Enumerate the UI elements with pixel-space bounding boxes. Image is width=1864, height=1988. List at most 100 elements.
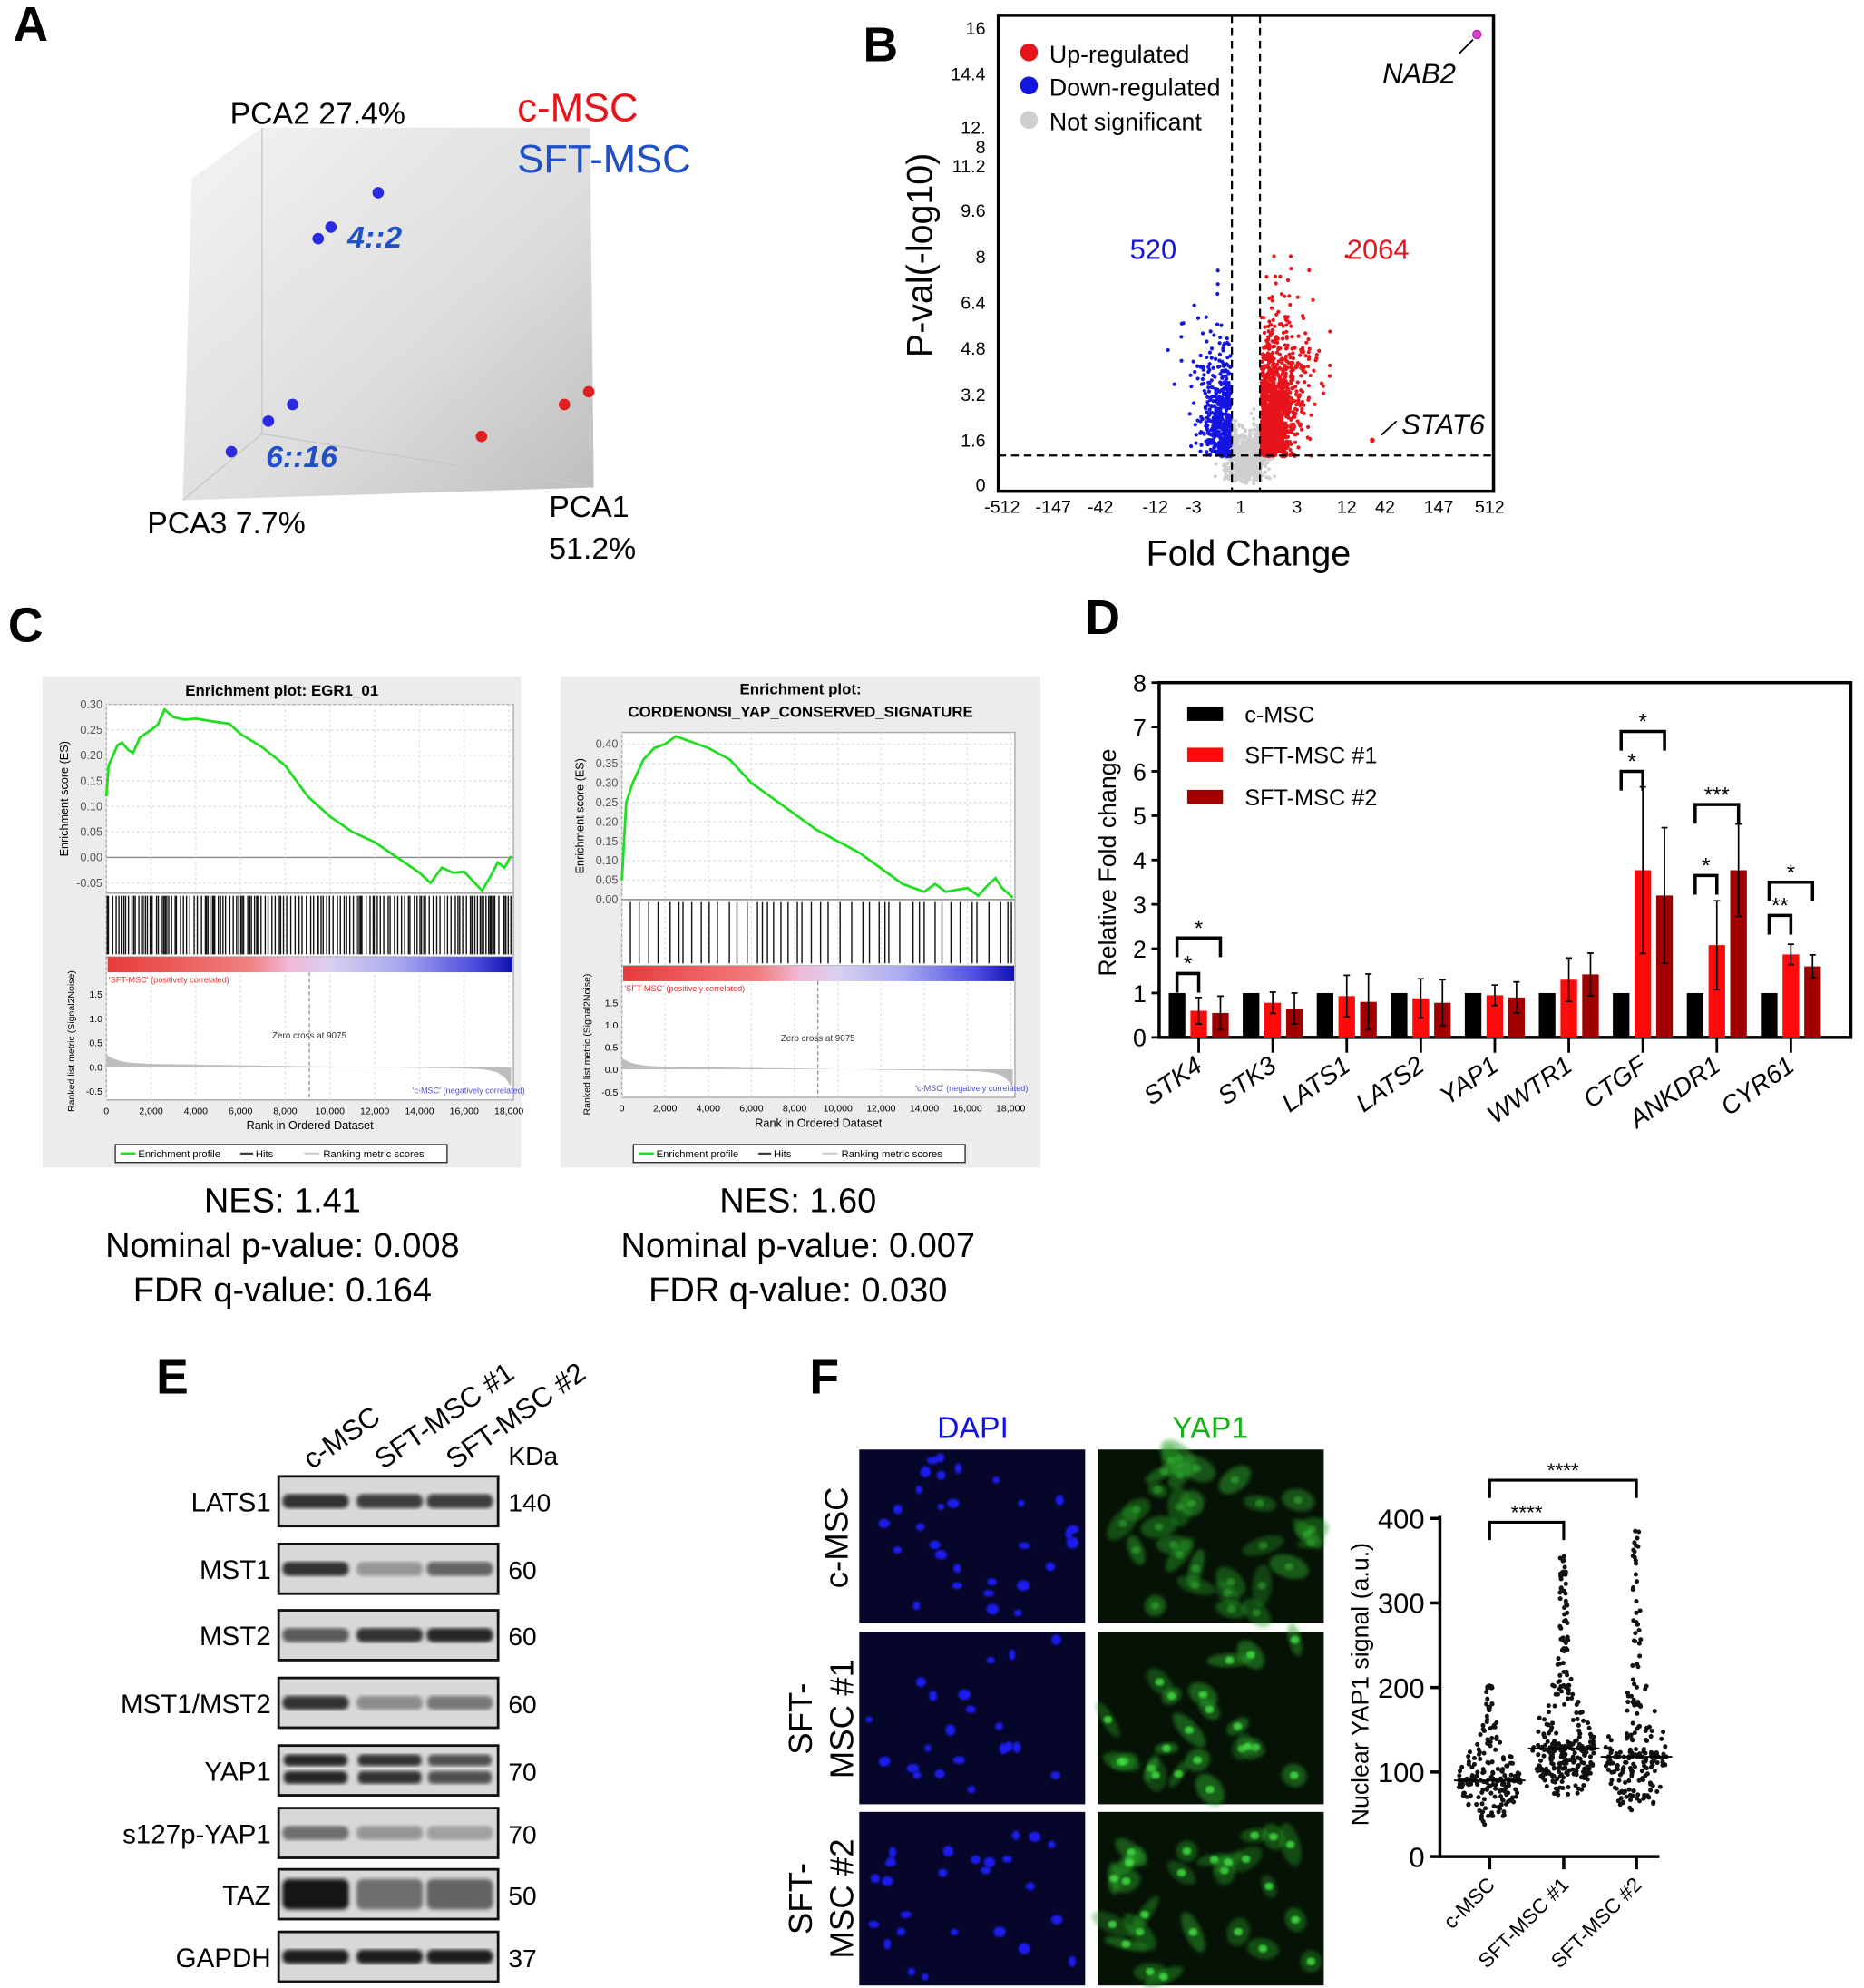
volcano-point-down <box>1204 420 1208 424</box>
enrichment-profile-line <box>620 735 1014 899</box>
volcano-point-ns <box>1248 455 1253 460</box>
volcano-point-down <box>1193 423 1197 427</box>
scatter-point <box>1636 1778 1642 1783</box>
scatter-point <box>1636 1798 1643 1804</box>
volcano-point-down <box>1208 329 1213 334</box>
gsea-y-tick: 0.25 <box>596 796 619 809</box>
metric-axis-label: Ranked list metric (Signal2Noise) <box>66 970 77 1112</box>
nuclear-yap1 <box>1121 1876 1131 1886</box>
volcano-point-down <box>1215 268 1220 273</box>
volcano-point-down <box>1208 447 1213 452</box>
volcano-point-down <box>1206 413 1212 417</box>
volcano-point-ns <box>1233 424 1237 428</box>
volcano-point-up <box>1303 380 1307 385</box>
volcano-point-up <box>1311 297 1315 302</box>
scatter-point <box>1615 1798 1621 1804</box>
scatter-point <box>1654 1788 1660 1795</box>
volcano-point-up <box>1267 357 1272 362</box>
rank-axis-label: Rank in Ordered Dataset <box>755 1116 882 1129</box>
volcano-point-up <box>1264 428 1269 433</box>
volcano-point-up <box>1317 348 1322 354</box>
gsea-x-tick: 6,000 <box>229 1106 253 1116</box>
nucleus <box>896 1927 906 1936</box>
significance-bracket <box>1619 729 1666 751</box>
volcano-point-down <box>1189 385 1194 389</box>
volcano-point-down <box>1215 282 1220 287</box>
scatter-point <box>1634 1619 1639 1625</box>
bar-sft-msc-2 <box>1508 997 1526 1038</box>
volcano-point-ns <box>1266 467 1271 472</box>
volcano-point-down <box>1226 393 1231 397</box>
volcano-point-up <box>1284 405 1289 410</box>
nuclear-yap1 <box>1230 1476 1240 1484</box>
pca1-axis-label: PCA1 <box>549 490 629 524</box>
volcano-point-down <box>1223 374 1228 379</box>
panel-label-e: E <box>156 1350 189 1404</box>
nucleus <box>1048 1840 1056 1848</box>
volcano-point-up <box>1283 365 1287 370</box>
y-tick-label: 4 <box>1133 847 1147 874</box>
volcano-point-up <box>1296 445 1301 450</box>
volcano-point-up <box>1283 346 1289 351</box>
scatter-point <box>1648 1788 1654 1793</box>
nuclear-yap1 <box>1175 1551 1185 1559</box>
nominal-p-value: Nominal p-value: 0.007 <box>621 1227 975 1265</box>
volcano-point-up <box>1274 312 1279 317</box>
scatter-point <box>1625 1691 1630 1696</box>
scatter-point <box>1587 1740 1594 1745</box>
nucleus <box>929 1691 938 1701</box>
volcano-point-down <box>1204 315 1208 319</box>
scatter-point <box>1475 1741 1480 1747</box>
scatter-point <box>1469 1773 1475 1778</box>
volcano-point-up <box>1273 274 1278 278</box>
protein-band <box>427 1754 493 1767</box>
nucleus <box>947 1498 960 1508</box>
volcano-point-up <box>1279 442 1283 446</box>
x-tick-label: 3 <box>1292 498 1302 518</box>
nucleus <box>952 1564 961 1574</box>
scatter-point <box>1489 1735 1495 1741</box>
scatter-point <box>1541 1753 1547 1759</box>
scatter-point <box>1500 1755 1506 1760</box>
scatter-point <box>1565 1634 1570 1640</box>
nucleus <box>983 1856 996 1868</box>
scatter-point <box>1565 1696 1570 1701</box>
scatter-point <box>1576 1763 1581 1769</box>
scatter-point <box>1635 1792 1641 1798</box>
scatter-point <box>1496 1809 1501 1815</box>
protein-band <box>426 1878 493 1910</box>
volcano-point-up <box>1306 395 1312 400</box>
significance-bracket <box>1175 971 1201 993</box>
volcano-point-up <box>1272 254 1276 258</box>
scatter-point <box>1633 1631 1638 1636</box>
scatter-point <box>1562 1612 1567 1617</box>
significance-label: * <box>1628 750 1636 775</box>
x-tick-label: c-MSC <box>1439 1873 1499 1933</box>
scatter-point <box>1566 1691 1571 1696</box>
volcano-point-up <box>1294 389 1299 394</box>
scatter-point <box>1586 1725 1592 1730</box>
legend-marker-ns <box>1020 111 1039 130</box>
volcano-point-up <box>1266 346 1272 351</box>
volcano-point-down <box>1205 450 1209 454</box>
scatter-point <box>1561 1619 1567 1624</box>
gsea-y-tick: -0.05 <box>76 877 102 890</box>
volcano-point-ns <box>1243 473 1247 478</box>
volcano-point-up <box>1290 386 1294 391</box>
metric-y-tick: -0.5 <box>86 1087 102 1097</box>
volcano-point-down <box>1213 419 1217 424</box>
scatter-point <box>1562 1564 1567 1570</box>
significance-bracket <box>1175 936 1223 958</box>
gsea-stats-egr1: NES: 1.41 Nominal p-value: 0.008 FDR q-v… <box>105 1183 459 1310</box>
volcano-point-up <box>1306 336 1311 342</box>
volcano-point-down <box>1207 350 1213 355</box>
gsea-x-tick: 0 <box>620 1103 625 1114</box>
volcano-point-up <box>1291 351 1295 356</box>
volcano-point-up <box>1274 407 1279 412</box>
kda-value: 60 <box>508 1691 536 1719</box>
nucleus <box>1045 1562 1056 1572</box>
negative-correlation-label: 'c-MSC' (negatively correlated) <box>915 1084 1028 1093</box>
volcano-point-ns <box>1252 463 1256 468</box>
volcano-point-up <box>1271 317 1275 322</box>
